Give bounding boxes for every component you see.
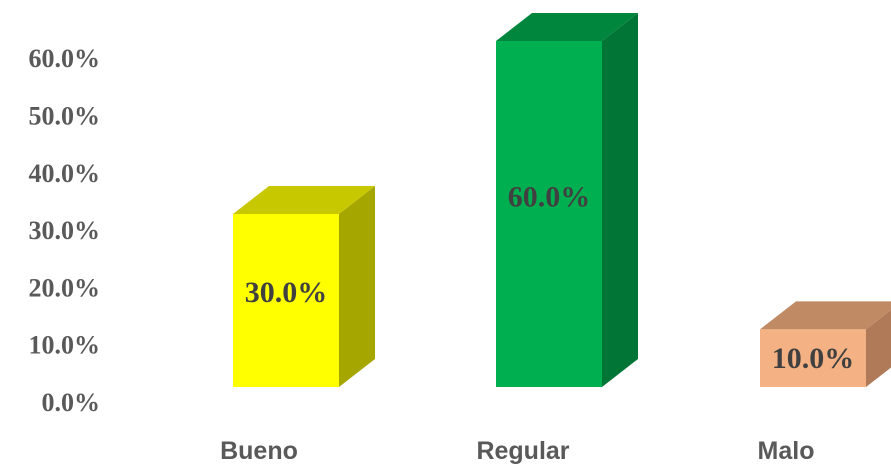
bar-top: [233, 186, 375, 214]
bar-malo: 10.0%: [760, 301, 891, 387]
data-label: 60.0%: [508, 181, 591, 214]
data-label: 10.0%: [772, 342, 855, 375]
bar-front: [233, 214, 339, 387]
x-tick-label: Regular: [476, 437, 569, 464]
bar-side: [866, 309, 891, 387]
y-tick-label: 30.0%: [29, 216, 101, 245]
y-tick-label: 0.0%: [42, 388, 101, 417]
y-tick-label: 40.0%: [29, 159, 101, 188]
data-label: 30.0%: [245, 276, 328, 309]
x-tick-label: Bueno: [220, 437, 298, 464]
bar-front: [496, 41, 602, 387]
bar-top: [496, 13, 638, 41]
bar-side: [602, 13, 638, 387]
y-tick-label: 50.0%: [29, 102, 101, 131]
bar-side: [339, 186, 375, 387]
bar-regular: 60.0%: [496, 13, 638, 387]
bars: 30.0% 60.0% 10.0%: [233, 13, 891, 387]
x-axis-tick-labels: Bueno Regular Malo: [220, 437, 814, 464]
x-tick-label: Malo: [758, 437, 815, 464]
bar-bueno: 30.0%: [233, 186, 375, 387]
y-axis-tick-labels: 0.0% 10.0% 20.0% 30.0% 40.0% 50.0% 60.0%: [29, 44, 101, 417]
y-tick-label: 20.0%: [29, 273, 101, 302]
bar-front: [760, 329, 866, 387]
bar-top: [760, 301, 891, 330]
y-tick-label: 60.0%: [29, 44, 101, 73]
y-tick-label: 10.0%: [29, 331, 101, 360]
